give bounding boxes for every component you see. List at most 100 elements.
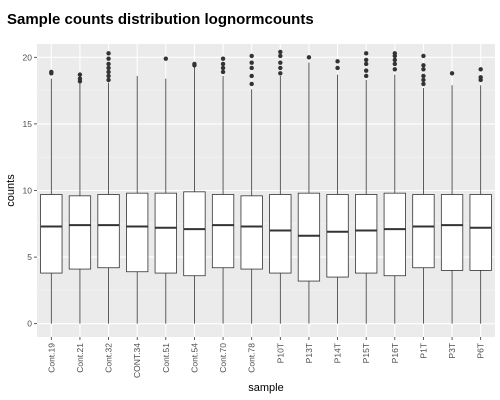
outlier-point — [363, 51, 369, 56]
x-tick-label: CONT.34 — [132, 343, 142, 378]
box-iqr — [183, 191, 206, 277]
x-tick-label: P1T — [418, 343, 428, 359]
x-tick-label: Cont.32 — [104, 343, 114, 373]
box-P16T — [383, 51, 406, 324]
y-axis: 0 5 10 15 20 — [23, 52, 37, 329]
y-tick-label: 5 — [27, 252, 32, 262]
outlier-point — [421, 53, 426, 59]
outlier-point — [363, 57, 369, 63]
outlier-point — [220, 56, 226, 61]
box-iqr — [440, 194, 464, 271]
outlier-point — [335, 59, 340, 64]
box-P10T — [269, 49, 292, 324]
box-Cont.51 — [154, 56, 177, 324]
x-tick-label: Cont.51 — [161, 343, 171, 373]
outlier-point — [106, 65, 111, 71]
outlier-point — [478, 75, 483, 80]
box-iqr — [355, 194, 378, 274]
x-axis: Cont.19 Cont.21 Cont.32 CONT.34 Cont.51 Cont.… — [46, 337, 486, 378]
outlier-point — [106, 73, 111, 79]
outlier-point — [220, 69, 226, 75]
box-CONT.34 — [126, 75, 149, 324]
outlier-point — [106, 51, 111, 56]
box-series — [40, 49, 492, 324]
x-tick-label: P16T — [390, 343, 400, 363]
box-iqr — [412, 194, 435, 269]
outlier-point — [249, 65, 254, 71]
outlier-point — [278, 49, 283, 55]
box-Cont.21 — [68, 72, 92, 324]
box-iqr — [469, 194, 492, 271]
outlier-point — [249, 60, 254, 65]
outlier-point — [421, 63, 426, 68]
x-tick-label: Cont.70 — [218, 343, 228, 373]
outlier-point — [392, 61, 398, 67]
outlier-point — [106, 56, 111, 61]
outlier-point — [421, 67, 426, 72]
outlier-point — [106, 77, 111, 83]
outlier-point — [278, 65, 283, 71]
box-iqr — [97, 194, 120, 269]
box-P1T — [412, 53, 435, 324]
box-Cont.32 — [97, 51, 120, 324]
x-tick-label: Cont.19 — [46, 343, 56, 373]
box-P13T — [297, 55, 321, 324]
outlier-point — [363, 73, 369, 79]
box-iqr — [383, 192, 406, 277]
box-iqr — [269, 194, 292, 274]
x-tick-label: P13T — [304, 343, 314, 363]
y-axis-title: counts — [5, 174, 17, 207]
box-iqr — [126, 192, 149, 273]
outlier-point — [392, 57, 398, 63]
box-P15T — [355, 51, 378, 324]
outlier-point — [449, 71, 455, 76]
outlier-point — [278, 71, 283, 76]
outlier-point — [249, 73, 254, 79]
outlier-point — [249, 81, 254, 87]
x-tick-label: P3T — [447, 343, 457, 359]
outlier-point — [306, 55, 312, 60]
x-tick-label: P10T — [275, 343, 285, 363]
box-iqr — [40, 194, 63, 274]
box-P3T — [440, 71, 464, 324]
outlier-point — [106, 61, 111, 67]
x-axis-title: sample — [248, 382, 283, 394]
box-iqr — [211, 194, 235, 269]
box-iqr — [68, 195, 92, 270]
outlier-point — [77, 76, 83, 81]
box-Cont.54 — [183, 61, 206, 324]
outlier-point — [421, 81, 426, 87]
outlier-point — [392, 51, 398, 56]
outlier-point — [421, 73, 426, 79]
box-iqr — [326, 194, 349, 278]
box-iqr — [297, 192, 321, 282]
outlier-point — [220, 61, 226, 67]
box-iqr — [240, 195, 263, 270]
outlier-point — [249, 53, 254, 59]
y-tick-label: 0 — [27, 319, 32, 329]
box-iqr — [154, 192, 177, 274]
outlier-point — [220, 65, 226, 71]
outlier-point — [278, 60, 283, 65]
chart-title: Sample counts distribution lognormcounts — [7, 11, 314, 28]
x-tick-label: P14T — [333, 343, 343, 363]
outlier-point — [106, 69, 111, 75]
y-tick-label: 20 — [23, 52, 33, 62]
y-tick-label: 15 — [23, 119, 33, 129]
x-tick-label: Cont.78 — [247, 343, 257, 373]
outlier-point — [478, 67, 483, 72]
outlier-point — [163, 56, 169, 61]
x-tick-label: P15T — [361, 343, 371, 363]
outlier-point — [278, 53, 283, 59]
outlier-point — [363, 68, 369, 73]
x-tick-label: Cont.21 — [75, 343, 85, 373]
outlier-point — [49, 69, 54, 75]
box-Cont.19 — [40, 69, 63, 324]
outlier-point — [392, 67, 398, 72]
x-tick-label: P6T — [476, 343, 486, 359]
outlier-point — [363, 61, 369, 67]
box-Cont.78 — [240, 53, 263, 324]
outlier-point — [421, 77, 426, 83]
y-tick-label: 10 — [23, 186, 33, 196]
